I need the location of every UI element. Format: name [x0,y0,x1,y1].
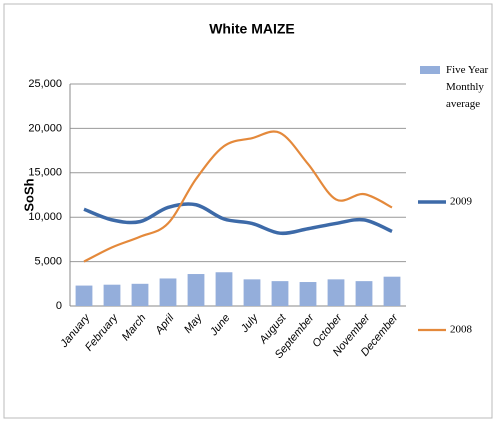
bar [215,272,233,306]
legend-label: 2009 [450,196,473,208]
y-tick-label: 10,000 [28,211,62,223]
bar [75,285,93,306]
bar [355,281,373,306]
bar [299,282,317,306]
legend-label: Five Year Monthly average [446,64,489,110]
legend-label: 2008 [450,324,473,336]
bar [159,278,177,306]
bar [271,281,289,306]
bar [103,284,121,306]
bar [187,274,205,306]
y-tick-label: 0 [56,300,62,312]
bar [243,279,261,306]
chart-frame [3,3,493,419]
y-tick-label: 25,000 [28,78,62,90]
line-series [83,202,393,236]
y-tick-label: 15,000 [28,167,62,179]
bar [327,279,345,306]
bar [383,276,401,306]
line-series [83,130,393,263]
bar [131,283,149,306]
legend-swatch [420,66,440,74]
y-axis-label: SoSh [21,178,36,211]
y-tick-label: 5,000 [34,256,62,268]
chart-title: White MAIZE [209,21,295,37]
y-tick-label: 20,000 [28,122,62,134]
